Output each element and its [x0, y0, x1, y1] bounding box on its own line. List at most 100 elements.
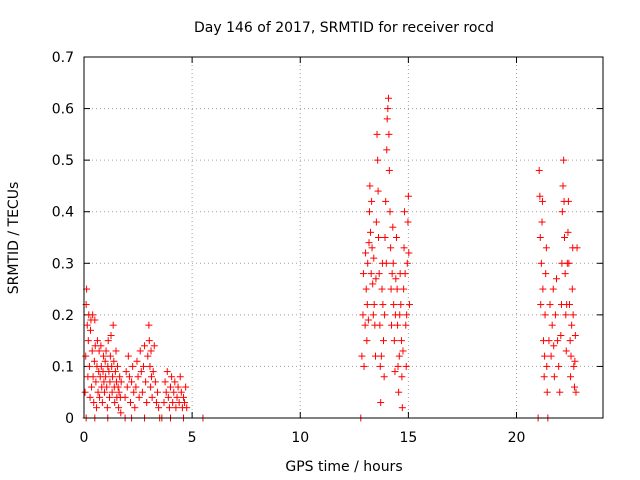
data-point — [555, 362, 563, 370]
data-point — [561, 234, 569, 241]
data-point — [89, 373, 97, 381]
x-tick-label: 5 — [188, 430, 197, 446]
data-point — [150, 342, 158, 350]
data-point — [382, 259, 390, 267]
data-point — [547, 352, 555, 360]
data-point — [402, 321, 410, 329]
data-point — [181, 399, 189, 407]
data-point — [183, 404, 191, 412]
grid-lines — [84, 57, 603, 418]
data-point — [93, 404, 101, 412]
data-point — [125, 373, 133, 381]
data-point — [553, 275, 561, 283]
y-tick-label: 0.3 — [52, 256, 74, 272]
data-point — [369, 280, 377, 288]
data-point — [108, 362, 116, 370]
data-point — [135, 393, 143, 401]
data-point — [367, 270, 375, 278]
data-point — [142, 378, 150, 386]
data-point — [94, 388, 102, 396]
data-point — [384, 105, 392, 113]
data-point — [404, 192, 412, 200]
data-point — [126, 399, 134, 407]
data-point — [566, 337, 574, 345]
data-point — [172, 404, 180, 412]
data-point — [568, 321, 576, 329]
y-tick-label: 0.6 — [52, 102, 74, 118]
data-point — [567, 352, 575, 360]
data-point — [365, 208, 373, 216]
data-point — [109, 373, 117, 381]
data-point — [541, 352, 549, 360]
data-point — [556, 388, 564, 396]
data-point — [114, 362, 122, 370]
data-point — [398, 373, 406, 381]
data-point — [101, 357, 109, 365]
data-point — [538, 197, 546, 205]
data-point — [93, 337, 101, 345]
data-point — [179, 393, 187, 401]
data-point — [571, 357, 579, 365]
data-point — [160, 399, 168, 407]
data-point — [378, 285, 386, 293]
data-point — [137, 368, 145, 376]
data-point — [571, 331, 579, 339]
data-point — [138, 388, 146, 396]
data-point — [88, 347, 96, 355]
data-point — [565, 259, 573, 267]
data-point — [537, 301, 545, 309]
data-point — [170, 388, 178, 396]
data-point — [536, 234, 544, 241]
plot-frame — [83, 56, 604, 419]
chart-title: Day 146 of 2017, SRMTID for receiver roc… — [194, 20, 494, 36]
data-point — [141, 342, 149, 350]
data-point — [548, 321, 556, 329]
data-point — [359, 311, 367, 319]
data-point — [363, 301, 371, 309]
data-point — [111, 368, 119, 376]
data-point — [372, 218, 380, 226]
data-point — [385, 166, 393, 174]
data-point — [545, 337, 553, 345]
data-point — [535, 166, 543, 174]
data-point — [374, 156, 382, 164]
data-point — [543, 388, 551, 396]
data-point — [372, 275, 380, 283]
data-point — [543, 362, 551, 370]
data-point — [114, 383, 122, 391]
data-point — [176, 373, 184, 381]
y-tick-label: 0 — [65, 411, 74, 427]
data-point — [367, 228, 375, 236]
data-point — [562, 347, 570, 355]
data-point — [147, 347, 155, 355]
data-point — [151, 378, 159, 386]
data-point — [117, 378, 125, 386]
data-point — [559, 182, 567, 190]
data-point — [96, 393, 104, 401]
data-point — [111, 399, 119, 407]
data-point — [361, 321, 369, 329]
data-point — [134, 373, 142, 381]
data-point — [101, 388, 109, 396]
data-point — [106, 378, 114, 386]
data-point — [132, 383, 140, 391]
data-point — [381, 234, 389, 241]
data-point — [396, 311, 404, 319]
data-point — [562, 311, 570, 319]
data-point — [542, 244, 550, 252]
data-point — [90, 357, 98, 365]
data-point — [102, 373, 110, 381]
data-point — [368, 244, 376, 252]
data-point — [550, 373, 558, 381]
data-point — [383, 146, 391, 154]
data-point — [109, 321, 117, 329]
axis-ticks — [83, 56, 603, 419]
data-point — [383, 115, 391, 123]
data-point — [375, 270, 383, 278]
data-point — [387, 285, 395, 293]
data-point — [145, 337, 153, 345]
data-point — [558, 208, 566, 216]
data-point — [95, 347, 103, 355]
x-tick-label: 15 — [399, 430, 417, 446]
